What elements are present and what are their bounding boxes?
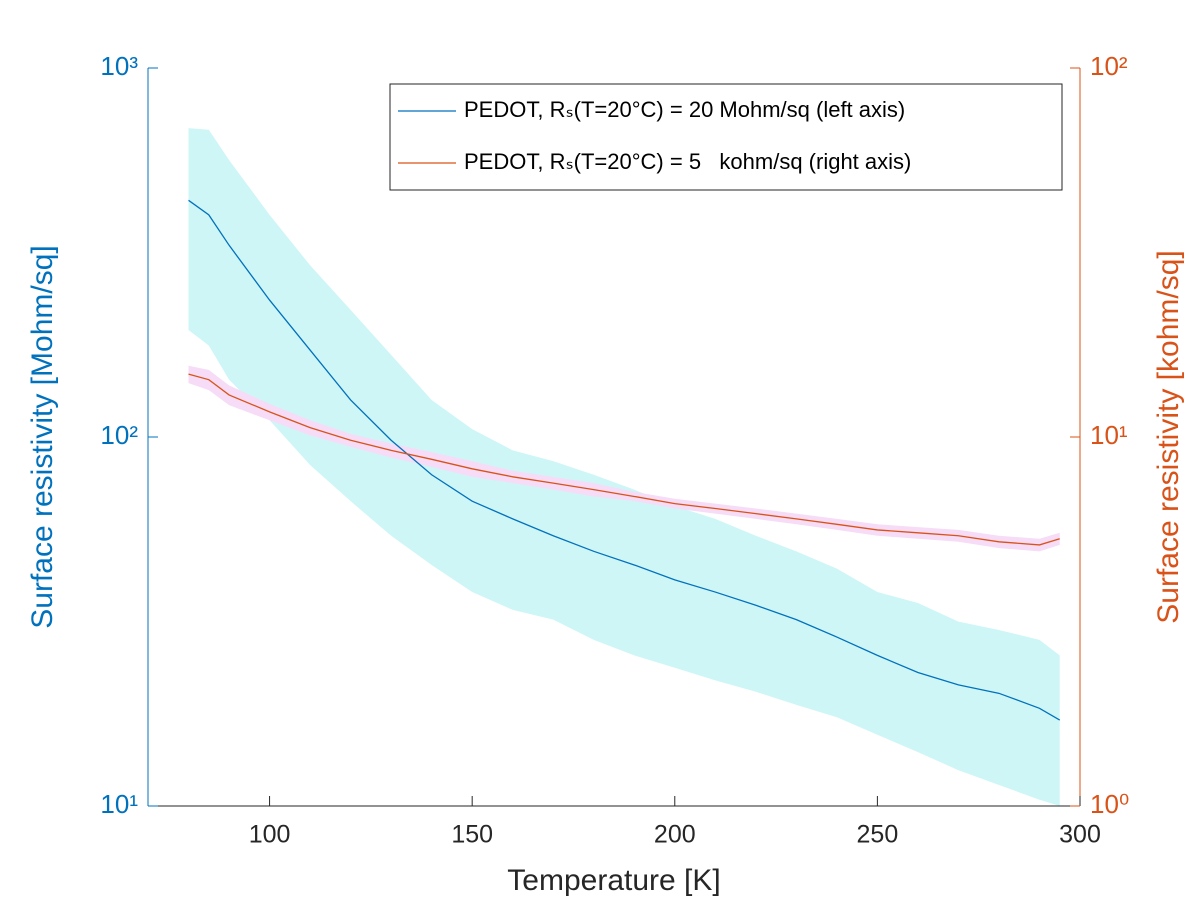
y2-axis-label: Surface resistivity [kohm/sq]	[1152, 250, 1185, 623]
y-tick-label: 10¹	[100, 789, 138, 819]
x-tick-label: 300	[1059, 821, 1101, 849]
x-axis-label: Temperature [K]	[507, 864, 720, 897]
y2-tick-label: 10⁰	[1090, 789, 1129, 819]
y2-tick-label: 10¹	[1090, 420, 1128, 450]
x-tick-label: 200	[654, 821, 696, 849]
x-tick-label: 250	[857, 821, 899, 849]
error-band	[188, 365, 1060, 552]
legend-label: PEDOT, Rₛ(T=20°C) = 5 kohm/sq (right axi…	[464, 149, 911, 174]
line	[188, 199, 1061, 721]
y-axis-label: Surface resistivity [Mohm/sq]	[26, 245, 59, 628]
y-tick-label: 10³	[100, 51, 138, 81]
x-tick-label: 100	[249, 821, 291, 849]
error-band	[188, 128, 1060, 806]
x-tick-label: 150	[451, 821, 493, 849]
y-tick-label: 10²	[100, 420, 138, 450]
legend-box	[389, 83, 1063, 191]
line	[188, 373, 1060, 546]
y2-tick-label: 10²	[1090, 51, 1128, 81]
legend-label: PEDOT, Rₛ(T=20°C) = 20 Mohm/sq (left axi…	[464, 97, 905, 122]
